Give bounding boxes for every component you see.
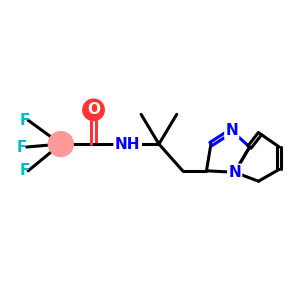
Text: F: F — [17, 140, 27, 154]
Text: NH: NH — [115, 136, 140, 152]
Text: N: N — [228, 165, 241, 180]
Text: O: O — [87, 102, 100, 117]
Text: F: F — [20, 113, 30, 128]
Circle shape — [83, 99, 104, 121]
Text: F: F — [20, 163, 30, 178]
Text: N: N — [225, 123, 238, 138]
Circle shape — [48, 132, 73, 157]
